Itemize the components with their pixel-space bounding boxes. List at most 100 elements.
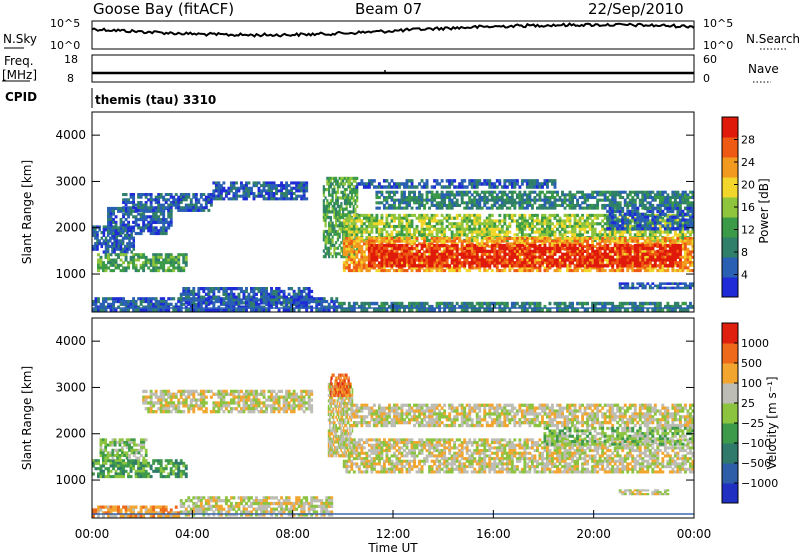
power-cell [618, 255, 622, 259]
power-cell [336, 232, 339, 236]
power-cell [182, 302, 186, 306]
power-cell [349, 252, 352, 256]
power-cell [335, 232, 338, 236]
power-cell [578, 252, 582, 256]
power-cell [305, 298, 309, 302]
power-cell [350, 176, 354, 180]
power-cell [460, 246, 464, 251]
power-cell [636, 239, 640, 243]
power-cell [157, 258, 161, 262]
power-cell [558, 246, 562, 251]
power-cell [681, 222, 685, 226]
power-cell [324, 252, 327, 256]
power-cell [222, 292, 226, 296]
power-cell [352, 266, 356, 270]
power-cell [440, 264, 444, 268]
power-cell [382, 206, 386, 210]
power-cell [528, 252, 532, 256]
power-cell [646, 243, 650, 248]
power-cell [671, 266, 675, 270]
power-cell [349, 179, 352, 183]
power-cell [498, 227, 502, 231]
power-cell [326, 179, 329, 183]
power-cell [347, 179, 350, 183]
power-cell [478, 264, 482, 268]
power-cell [375, 258, 379, 262]
power-cell [413, 227, 416, 231]
power-cell [566, 242, 569, 246]
power-cell [345, 201, 348, 206]
power-cell [671, 269, 675, 273]
power-cell [428, 261, 432, 265]
power-cell [621, 258, 625, 262]
power-cell [546, 264, 549, 268]
power-cell [475, 246, 479, 251]
power-cell [465, 224, 469, 229]
power-cell [287, 298, 291, 302]
power-cell [107, 302, 110, 306]
power-cell [385, 258, 389, 262]
power-cell [356, 182, 359, 186]
power-cell [329, 232, 332, 236]
power-cell [124, 226, 128, 230]
power-cell [355, 239, 359, 243]
power-cell [104, 239, 108, 243]
power-cell [551, 253, 554, 257]
power-cell [485, 243, 489, 248]
power-cell [255, 308, 258, 312]
power-cell [458, 213, 462, 218]
power-cell [331, 243, 334, 248]
power-cell [338, 204, 341, 208]
power-cell [518, 222, 522, 226]
power-cell [310, 308, 314, 312]
power-cell [347, 230, 351, 234]
power-cell [335, 207, 338, 211]
power-cell [370, 252, 374, 256]
power-cell [573, 252, 577, 256]
power-cell [423, 222, 427, 226]
power-cell [546, 224, 549, 229]
power-cell [182, 253, 186, 257]
power-cell [177, 203, 181, 207]
power-cell [566, 252, 569, 256]
power-cell [548, 255, 552, 259]
power-cell [588, 243, 592, 248]
power-cell [370, 249, 374, 254]
power-cell [338, 235, 341, 239]
power-cell [548, 242, 552, 246]
power-cell [343, 187, 346, 192]
power-cell [360, 224, 364, 229]
power-cell [618, 269, 622, 273]
power-cell [328, 252, 331, 256]
power-cell [483, 269, 487, 273]
power-cell [656, 255, 660, 259]
power-cell [335, 241, 338, 245]
power-cell [563, 230, 567, 234]
power-cell [199, 287, 203, 291]
power-cell [518, 230, 522, 234]
power-cell [333, 185, 336, 189]
power-cell [227, 295, 231, 299]
power-cell [252, 289, 256, 294]
power-cell [453, 266, 457, 270]
power-cell [493, 255, 497, 259]
power-cell [169, 302, 173, 306]
power-band [212, 181, 309, 201]
power-cell [149, 299, 153, 304]
power-cell [643, 269, 647, 273]
power-cell [671, 213, 675, 218]
power-cell [322, 255, 325, 259]
power-cell [356, 199, 359, 203]
power-cell [333, 207, 336, 211]
power-cell [277, 308, 281, 312]
power-cell [460, 249, 464, 254]
power-cell [556, 261, 559, 265]
power-cell [327, 302, 331, 306]
power-cell [435, 258, 439, 262]
power-cell [332, 308, 336, 312]
power-cell [357, 269, 361, 273]
power-cell [508, 263, 512, 267]
power-cell [558, 263, 562, 267]
power-cell [465, 233, 469, 237]
power-cell [581, 213, 585, 218]
